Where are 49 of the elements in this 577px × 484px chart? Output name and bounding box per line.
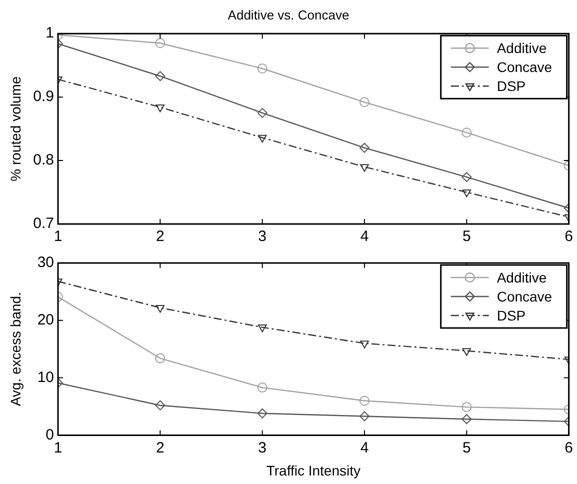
point (360, 396, 370, 406)
y-tick-label: 0.8 (33, 152, 54, 169)
y-tick-label: 30 (37, 254, 54, 272)
chart-title: Additive vs. Concave (228, 7, 350, 22)
y-axis-title: Avg. excess band. (7, 292, 24, 406)
y-tick-label: 1 (46, 24, 54, 42)
legend-label: Concave (496, 58, 552, 75)
x-tick-label: 6 (564, 228, 573, 246)
point (155, 71, 166, 82)
point (360, 164, 369, 172)
x-tick-label: 3 (258, 228, 267, 246)
point (257, 382, 268, 393)
legend-label: Additive (496, 269, 547, 286)
x-axis-title: Traffic Intensity (266, 462, 360, 478)
y-tick-label: 0.7 (33, 215, 54, 232)
point (257, 64, 268, 74)
y-tick-label: 10 (37, 368, 54, 386)
point (360, 142, 370, 153)
x-tick-label: 3 (258, 439, 267, 456)
legend-label: Additive (496, 40, 547, 56)
point (257, 108, 268, 118)
point (258, 324, 267, 332)
x-tick-label: 4 (360, 228, 369, 246)
point (360, 340, 369, 348)
point (360, 411, 370, 422)
point (258, 134, 267, 143)
point (462, 348, 472, 356)
y-tick-label: 0.9 (33, 88, 54, 106)
point (156, 305, 165, 313)
legend-label: DSP (496, 307, 526, 324)
x-tick-label: 2 (156, 228, 164, 246)
point (257, 408, 268, 418)
x-tick-label: 6 (564, 439, 573, 456)
point (360, 97, 370, 108)
point (156, 104, 165, 112)
point (155, 400, 166, 410)
legend-label: Concave (496, 288, 552, 304)
x-tick-label: 4 (360, 439, 369, 456)
point (155, 38, 166, 48)
point (462, 414, 472, 424)
y-axis-title: % routed volume (7, 76, 24, 182)
x-tick-label: 5 (462, 228, 471, 246)
x-tick-label: 5 (462, 439, 471, 456)
legend-label: DSP (496, 78, 526, 94)
point (155, 353, 166, 364)
y-tick-label: 20 (37, 312, 54, 329)
x-tick-label: 2 (156, 439, 164, 456)
y-tick-label: 0 (46, 426, 54, 444)
point (462, 402, 472, 412)
